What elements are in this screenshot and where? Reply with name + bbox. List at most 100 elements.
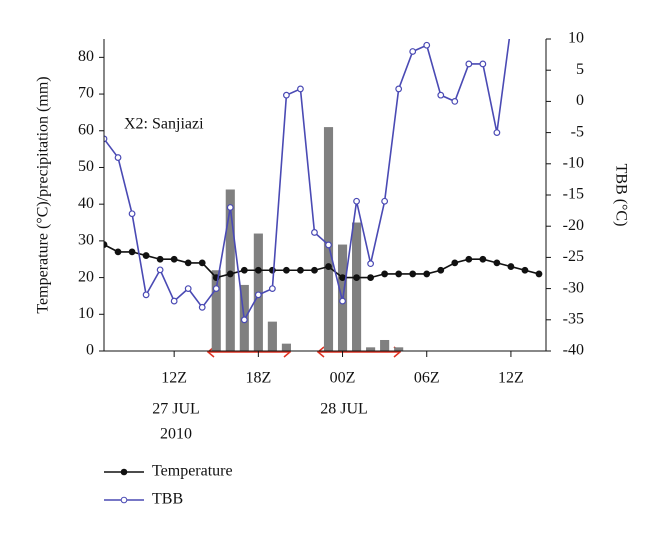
point — [184, 285, 192, 293]
point — [142, 291, 150, 299]
legend-marker — [120, 496, 128, 504]
legend-label: TBB — [152, 491, 183, 508]
y-tick-label: 60 — [78, 121, 94, 138]
precip-bar — [366, 347, 376, 351]
plot — [104, 24, 543, 351]
point — [226, 270, 234, 278]
y2-tick-label: -30 — [563, 279, 584, 296]
point — [535, 270, 543, 278]
point — [170, 255, 178, 263]
precip-bar — [352, 222, 362, 351]
point — [451, 97, 459, 105]
y2-tick-label: 10 — [568, 30, 584, 47]
y-tick-label: 0 — [86, 342, 94, 359]
point — [353, 274, 360, 281]
point — [170, 297, 178, 305]
point — [240, 316, 248, 324]
point — [437, 266, 445, 274]
point — [367, 260, 375, 268]
point — [268, 285, 276, 293]
y-tick-label: 80 — [78, 48, 94, 65]
y-tick-label: 30 — [78, 232, 94, 249]
y2-axis-label: TBB (°C) — [612, 164, 629, 227]
legend-marker — [120, 468, 128, 476]
point — [423, 270, 431, 278]
point — [283, 91, 290, 99]
point — [339, 297, 346, 305]
point — [493, 259, 501, 267]
series-line — [104, 39, 511, 323]
y2-tick-label: -20 — [563, 217, 584, 234]
precip-bar — [380, 339, 390, 351]
y-tick-label: 70 — [78, 85, 94, 102]
annotation: 28 JUL — [320, 401, 368, 418]
x-tick-label: 00Z — [330, 370, 356, 387]
point — [451, 259, 459, 267]
point — [297, 266, 304, 274]
y-axis-label: Temperature (°C)/precipitation (mm) — [35, 76, 52, 313]
point — [198, 259, 206, 267]
point — [283, 266, 290, 274]
precip-bar — [225, 189, 235, 351]
point — [184, 259, 192, 267]
precip-bar — [211, 270, 221, 351]
point — [297, 85, 304, 93]
point — [311, 229, 318, 236]
series-line — [104, 243, 540, 279]
precip-bar — [323, 127, 334, 351]
y2-tick-label: -25 — [563, 248, 584, 265]
legend-label: Temperature — [152, 463, 233, 480]
point — [156, 255, 164, 263]
point — [353, 197, 360, 205]
point — [325, 241, 332, 249]
point — [114, 154, 122, 161]
point — [254, 291, 262, 299]
point — [104, 241, 108, 248]
y2-tick-label: -35 — [563, 310, 584, 327]
point — [114, 248, 122, 256]
point — [395, 270, 403, 278]
point — [381, 197, 389, 205]
point — [198, 303, 206, 311]
point — [479, 60, 487, 68]
precip-bar — [394, 347, 404, 351]
x-tick-label: 12Z — [161, 370, 187, 387]
point — [128, 248, 136, 256]
y2-tick-label: 5 — [576, 61, 584, 78]
point — [142, 252, 150, 259]
point — [409, 270, 417, 278]
point — [409, 48, 417, 55]
x-tick-label: 12Z — [498, 370, 524, 387]
x-tick-label: 06Z — [414, 370, 440, 387]
point — [493, 129, 501, 137]
annotation: 27 JUL — [152, 401, 200, 418]
point — [240, 266, 248, 274]
point — [508, 24, 514, 30]
x-tick-label: 18Z — [245, 370, 271, 387]
annotation: 2010 — [160, 426, 192, 443]
point — [254, 266, 262, 274]
y-tick-label: 50 — [78, 158, 94, 175]
point — [465, 255, 473, 263]
y2-tick-label: -5 — [571, 123, 584, 140]
precip-bar — [267, 321, 277, 351]
precip-bar — [281, 343, 291, 351]
point — [521, 266, 529, 274]
point — [395, 85, 403, 93]
y2-tick-label: -40 — [563, 342, 584, 359]
point — [423, 41, 431, 49]
y2-tick-label: -10 — [563, 154, 584, 171]
point — [226, 204, 234, 211]
point — [339, 274, 346, 281]
point — [325, 263, 332, 270]
y2-tick-label: 0 — [576, 92, 584, 109]
y-tick-label: 20 — [78, 268, 94, 285]
y-tick-label: 10 — [78, 305, 94, 322]
y2-tick-label: -15 — [563, 186, 584, 203]
point — [507, 263, 515, 270]
y-tick-label: 40 — [78, 195, 94, 212]
point — [437, 91, 445, 99]
point — [311, 266, 318, 274]
point — [465, 60, 473, 68]
